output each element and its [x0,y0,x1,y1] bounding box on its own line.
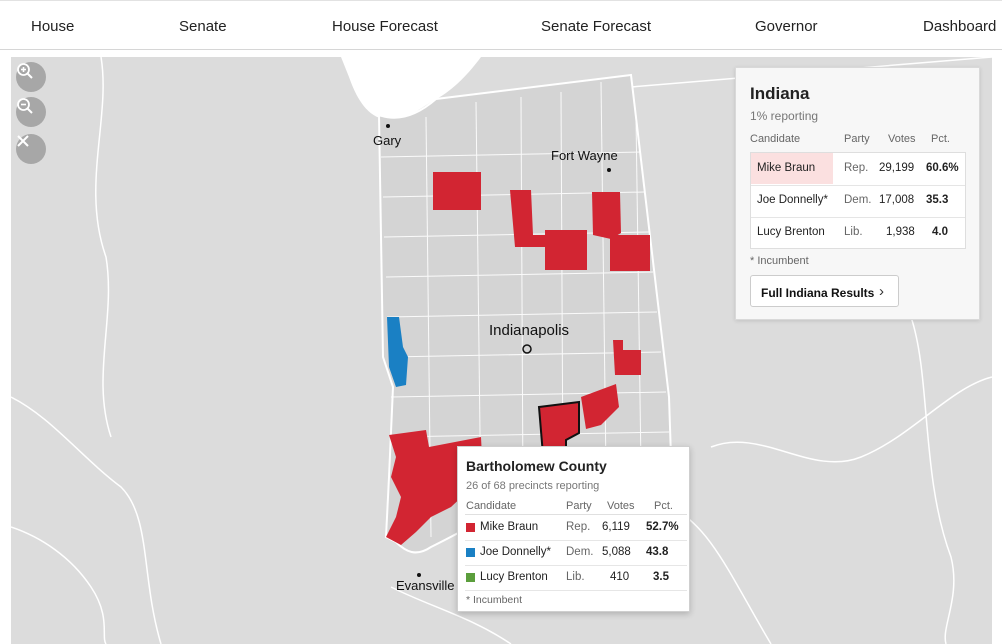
state-reporting: 1% reporting [750,109,819,123]
nav-governor[interactable]: Governor [755,18,818,35]
table-row: Joe Donnelly* Dem. 17,008 35.3 [751,185,965,218]
candidate-name: Lucy Brenton [480,571,548,583]
candidate-pct: 3.5 [653,571,669,583]
city-label-evansville: Evansville [396,578,455,593]
header-votes: Votes [888,133,916,145]
candidate-name: Mike Braun [757,162,816,174]
header-party: Party [844,133,870,145]
candidate-pct: 52.7% [646,521,679,533]
header-pct: Pct. [654,500,673,512]
city-label-gary: Gary [373,133,402,148]
state-title: Indiana [750,84,810,103]
candidate-name: Joe Donnelly* [757,194,828,206]
fort-wayne-marker [607,168,611,172]
header-pct: Pct. [931,133,950,145]
reset-map-button[interactable] [16,134,46,164]
lake-michigan [341,57,481,120]
candidate-pct: 4.0 [932,226,948,238]
evansville-marker [417,573,421,577]
zoom-in-button[interactable] [16,62,46,92]
county-tooltip: Bartholomew County 26 of 68 precincts re… [457,446,690,612]
zoom-out-button[interactable] [16,97,46,127]
header-candidate: Candidate [466,500,517,512]
candidate-name: Joe Donnelly* [480,546,551,558]
zoom-out-icon [17,98,33,114]
candidate-name: Mike Braun [480,521,539,533]
table-row: Mike Braun Rep. 29,199 60.6% [751,153,965,186]
state-results-table: Mike Braun Rep. 29,199 60.6% Joe Donnell… [750,152,966,249]
incumbent-footnote: * Incumbent [466,594,523,606]
incumbent-footnote: * Incumbent [750,255,809,267]
nav-dashboard[interactable]: Dashboard [923,18,997,35]
candidate-votes: 6,119 [602,521,630,533]
candidate-name: Lucy Brenton [757,226,825,238]
divider [465,514,687,515]
nav-house-forecast[interactable]: House Forecast [332,18,438,35]
candidate-party: Rep. [844,162,869,174]
candidate-pct: 35.3 [926,194,949,206]
close-icon [17,135,29,147]
candidate-votes: 410 [610,571,630,583]
candidate-party: Dem. [566,546,594,558]
dem-counties[interactable] [387,317,408,387]
candidate-party: Lib. [566,571,585,583]
county-title: Bartholomew County [466,458,607,474]
header-candidate: Candidate [750,133,801,145]
candidate-votes: 1,938 [886,226,915,238]
county-reporting: 26 of 68 precincts reporting [466,480,600,492]
table-row: Lucy Brenton Lib. 410 3.5 [465,565,687,591]
nav-house[interactable]: House [31,18,75,35]
top-nav: House Senate House Forecast Senate Forec… [0,0,1002,50]
candidate-votes: 29,199 [879,162,915,174]
table-row: Lucy Brenton Lib. 1,938 4.0 [751,217,965,249]
dem-swatch [466,548,475,557]
indianapolis-marker [522,344,532,354]
nav-senate[interactable]: Senate [179,18,227,35]
map-canvas[interactable] [11,57,992,644]
table-row: Mike Braun Rep. 6,119 52.7% [465,515,687,541]
city-label-fort-wayne: Fort Wayne [551,148,618,163]
header-party: Party [566,500,592,512]
rep-swatch [466,523,475,532]
candidate-party: Lib. [844,226,863,238]
candidate-votes: 17,008 [879,194,915,206]
state-results-panel: Indiana 1% reporting Candidate Party Vot… [735,67,980,320]
full-results-label: Full Indiana Results [761,286,875,300]
candidate-pct: 60.6% [926,162,959,174]
full-results-button[interactable]: Full Indiana Results › [750,275,899,307]
candidate-votes: 5,088 [602,546,631,558]
candidate-party: Dem. [844,194,872,206]
table-row: Joe Donnelly* Dem. 5,088 43.8 [465,540,687,566]
lib-swatch [466,573,475,582]
candidate-pct: 43.8 [646,546,669,558]
gary-marker [386,124,390,128]
zoom-in-icon [17,63,33,79]
nav-senate-forecast[interactable]: Senate Forecast [541,18,652,35]
chevron-right-icon: › [879,283,884,300]
city-label-indianapolis: Indianapolis [489,322,570,339]
leader-highlight [751,153,833,184]
header-votes: Votes [607,500,635,512]
candidate-party: Rep. [566,521,591,533]
